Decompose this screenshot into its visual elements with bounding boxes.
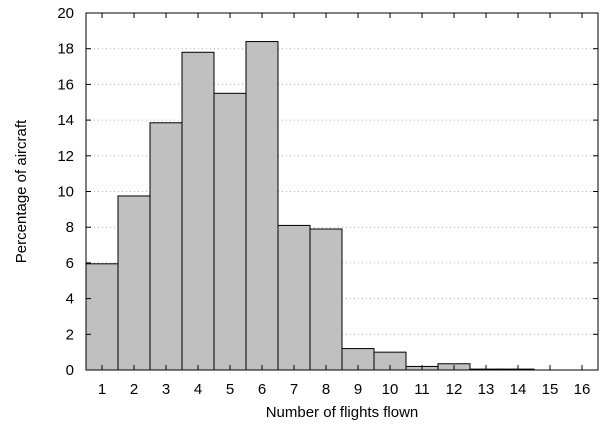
bar-2 <box>117 195 151 371</box>
x-tick-label: 12 <box>446 381 463 398</box>
x-tick-label: 7 <box>290 381 298 398</box>
y-tick-labels: 0 2 4 6 8 10 12 14 16 18 20 <box>57 5 74 379</box>
y-tick-label: 6 <box>66 255 74 272</box>
y-tick-label: 16 <box>57 76 74 93</box>
bar-7 <box>277 224 311 371</box>
y-tick-label: 14 <box>57 112 74 129</box>
y-tick-label: 0 <box>66 362 74 379</box>
y-tick-label: 20 <box>57 5 74 22</box>
y-tick-label: 8 <box>66 219 74 236</box>
x-tick-label: 8 <box>322 381 330 398</box>
bars <box>85 41 535 371</box>
x-tick-label: 1 <box>98 381 106 398</box>
x-tick-label: 2 <box>130 381 138 398</box>
bar-6 <box>245 41 279 371</box>
x-tick-label: 4 <box>194 381 202 398</box>
x-tick-label: 6 <box>258 381 266 398</box>
bar-8 <box>309 228 343 371</box>
x-tick-label: 16 <box>574 381 591 398</box>
x-tick-label: 5 <box>226 381 234 398</box>
bar-4 <box>181 51 215 371</box>
x-tick-label: 14 <box>510 381 527 398</box>
x-tick-label: 10 <box>382 381 399 398</box>
x-tick-label: 9 <box>354 381 362 398</box>
bar-3 <box>149 122 183 371</box>
axis-ticks <box>86 12 598 371</box>
x-tick-labels: 1 2 3 4 5 6 7 8 9 10 11 12 13 14 15 16 <box>98 381 591 398</box>
y-tick-label: 12 <box>57 148 74 165</box>
y-tick-label: 10 <box>57 184 74 201</box>
x-axis-label: Number of flights flown <box>266 404 419 421</box>
y-axis-label: Percentage of aircraft <box>13 119 30 263</box>
x-tick-label: 11 <box>414 381 430 398</box>
x-tick-label: 13 <box>478 381 495 398</box>
y-tick-label: 18 <box>57 41 74 58</box>
x-tick-label: 15 <box>542 381 559 398</box>
bar-5 <box>213 92 247 371</box>
y-tick-label: 4 <box>66 291 74 308</box>
y-tick-label: 2 <box>66 326 74 343</box>
x-tick-label: 3 <box>162 381 170 398</box>
bar-1 <box>85 263 119 371</box>
